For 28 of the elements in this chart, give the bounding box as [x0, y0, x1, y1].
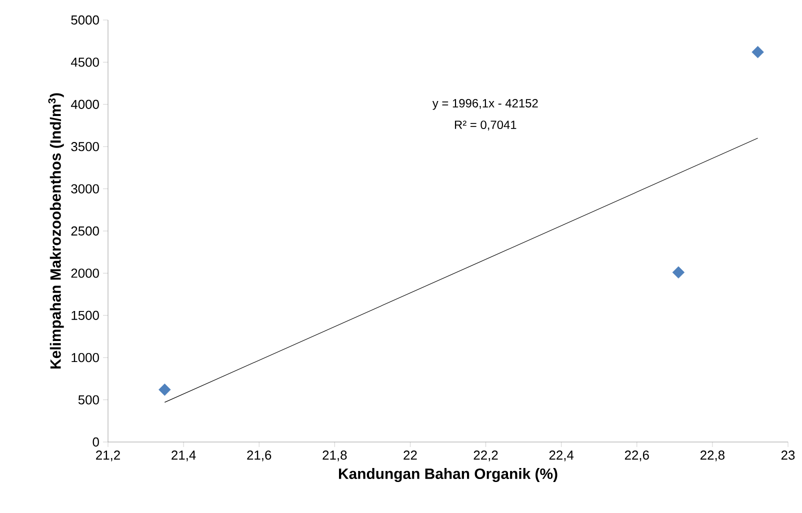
- x-tick-label: 22,4: [549, 450, 574, 462]
- y-tick-label: 2000: [71, 268, 99, 278]
- y-tick-label: 2500: [71, 226, 99, 236]
- x-tick-label: 22,2: [474, 450, 498, 462]
- y-tick-label: 1500: [72, 310, 99, 320]
- point: [672, 266, 685, 278]
- y-tick-label: 500: [78, 395, 99, 404]
- x-tick-label: 22,6: [624, 450, 649, 462]
- x-axis-title: Kandungan Bahan Organik (%): [338, 468, 558, 482]
- y-tick-label: 4000: [70, 100, 99, 109]
- y-tick-label: 3500: [71, 142, 99, 152]
- y-axis-title: Kelimpahan Makrozoobenthos (Ind/m$^{3}$): [48, 93, 64, 368]
- x-tick-label: 21,6: [247, 450, 272, 462]
- y-tick-label: 4500: [70, 58, 99, 67]
- point: [158, 384, 171, 396]
- y-tick-label: 5000: [71, 15, 99, 25]
- point: [752, 46, 764, 58]
- x-tick-label: 21,2: [96, 450, 120, 462]
- y-tick-label: 1000: [72, 353, 99, 362]
- y-tick-label: 3000: [71, 184, 99, 194]
- x-tick-label: 23: [781, 450, 795, 460]
- x-tick-label: 21,4: [172, 450, 196, 462]
- annotation: y = 1996,1x - 42152: [432, 98, 538, 110]
- y-tick-label: 0: [92, 437, 99, 447]
- annotation: R² = 0,7041: [454, 120, 516, 130]
- x-tick-label: 22,8: [700, 450, 724, 462]
- x-tick-label: 21,8: [322, 450, 347, 462]
- x-tick-label: 22: [404, 450, 417, 460]
